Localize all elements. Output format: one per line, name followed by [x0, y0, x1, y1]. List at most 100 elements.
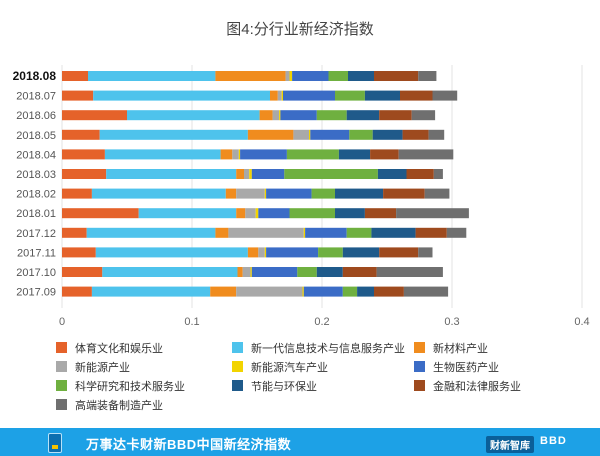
bar-segment [290, 71, 293, 81]
bar-segment [266, 247, 318, 257]
bar-segment [335, 189, 383, 199]
x-tick-labels: 0 0.1 0.2 0.3 0.4 [59, 316, 590, 328]
bar-segment [102, 267, 237, 277]
category-label: 2018.03 [16, 169, 56, 181]
bar-segment [365, 91, 400, 101]
legend-item: 新能源汽车产业 [232, 359, 414, 374]
category-label: 2017.09 [16, 287, 56, 299]
category-label: 2018.04 [16, 149, 56, 161]
bar-segment [282, 91, 283, 101]
bar-segment [238, 267, 243, 277]
bar-segment [280, 110, 316, 120]
bar-segment [383, 189, 425, 199]
legend-item: 体育文化和娱乐业 [56, 340, 232, 355]
x-tick-label: 0.4 [574, 316, 589, 328]
legend: 体育文化和娱乐业 新一代信息技术与信息服务产业 新材料产业 新能源产业 新能源汽车产业 生… [56, 340, 576, 412]
bar-segment [62, 149, 105, 159]
bar-segment [236, 208, 245, 218]
bar-segment [377, 267, 443, 277]
brand-logo: 财新智库 [486, 436, 534, 453]
bar-segment [62, 91, 93, 101]
legend-label: 节能与环保业 [251, 378, 317, 394]
bar-segment [62, 267, 102, 277]
category-label: 2018.07 [16, 91, 56, 103]
bar-segment [412, 110, 435, 120]
bar-segment [278, 91, 282, 101]
bar-segment [287, 149, 339, 159]
bar-segment [425, 189, 450, 199]
bar-segment [236, 287, 302, 297]
bar-segment [265, 247, 266, 257]
bar-segment [403, 130, 429, 140]
bar-segment [339, 149, 370, 159]
bar-segment [309, 130, 310, 140]
bar-segment [62, 110, 127, 120]
bar-segment [256, 208, 259, 218]
legend-swatch [232, 380, 243, 391]
legend-label: 体育文化和娱乐业 [75, 340, 163, 356]
bar-segment [92, 189, 226, 199]
legend-item: 节能与环保业 [232, 378, 414, 393]
legend-swatch [414, 342, 425, 353]
bar-segment [215, 228, 228, 238]
bar-segment [215, 71, 285, 81]
bar-segment [96, 247, 248, 257]
bar-segment [139, 208, 237, 218]
legend-swatch [414, 380, 425, 391]
bar-segment [349, 130, 372, 140]
legend-item: 科学研究和技术服务业 [56, 378, 232, 393]
legend-item: 生物医药产业 [414, 359, 564, 374]
bar-segment [236, 169, 244, 179]
bar-segment [335, 91, 365, 101]
legend-item: 新能源产业 [56, 359, 232, 374]
bar-segment [312, 189, 335, 199]
bar-segment [379, 110, 412, 120]
bar-segment [270, 91, 278, 101]
legend-label: 生物医药产业 [433, 359, 499, 375]
bar-segment [365, 208, 396, 218]
bar-segment [240, 149, 287, 159]
bar-segment [251, 267, 252, 277]
x-tick-label: 0 [59, 316, 65, 328]
bar-segment [290, 208, 336, 218]
legend-swatch [56, 361, 67, 372]
bars [62, 71, 469, 297]
bar-segment [433, 91, 458, 101]
bar-segment [343, 287, 357, 297]
bar-segment [62, 228, 87, 238]
bar-segment [379, 247, 418, 257]
bar-segment [374, 71, 418, 81]
legend-label: 高端装备制造产业 [75, 397, 163, 413]
chart: 图4:分行业新经济指数 2018.08 2018.07 2018.06 2018.05… [0, 0, 600, 340]
bar-segment [273, 110, 280, 120]
bar-segment [429, 130, 445, 140]
bar-segment [404, 287, 448, 297]
bar-segment [303, 287, 304, 297]
bar-segment [62, 208, 139, 218]
category-label: 2018.02 [16, 189, 56, 201]
bar-segment [232, 149, 239, 159]
bbd-logo: BBD [540, 435, 567, 447]
category-label: 2018.05 [16, 130, 56, 142]
bar-segment [335, 208, 365, 218]
legend-swatch [232, 342, 243, 353]
bar-segment [249, 169, 252, 179]
bar-segment [293, 130, 309, 140]
legend-item: 新材料产业 [414, 340, 564, 355]
bar-segment [348, 71, 374, 81]
bar-segment [62, 71, 88, 81]
bar-segment [310, 130, 349, 140]
bar-segment [373, 130, 403, 140]
bar-segment [87, 228, 216, 238]
bar-segment [317, 267, 343, 277]
legend-label: 新材料产业 [433, 340, 488, 356]
legend-label: 新能源产业 [75, 359, 130, 375]
legend-item: 金融和法律服务业 [414, 378, 564, 393]
legend-label: 金融和法律服务业 [433, 378, 521, 394]
bar-segment [347, 228, 372, 238]
bar-segment [447, 228, 467, 238]
legend-swatch [56, 342, 67, 353]
category-label: 2018.01 [16, 208, 56, 220]
bar-segment [260, 110, 273, 120]
x-tick-label: 0.3 [444, 316, 459, 328]
